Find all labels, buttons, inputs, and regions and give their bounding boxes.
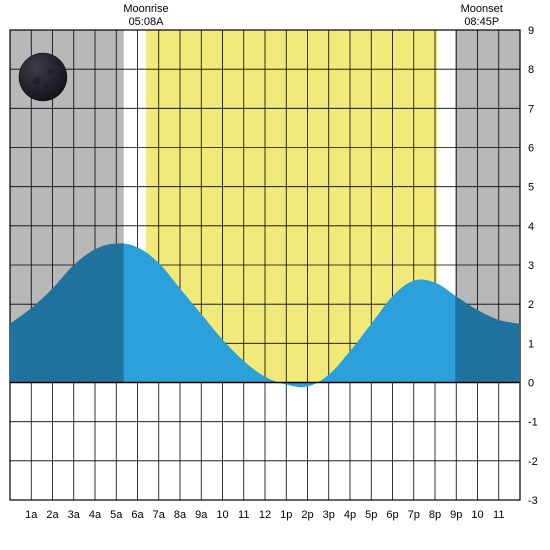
x-tick-label: 2p (301, 509, 313, 521)
y-tick-label: -1 (528, 417, 538, 429)
y-tick-label: 8 (528, 64, 534, 76)
moon-icon (19, 53, 67, 101)
x-tick-label: 3a (68, 509, 81, 521)
y-tick-label: 5 (528, 182, 534, 194)
moonrise-label: Moonrise (123, 3, 168, 15)
x-tick-label: 1p (280, 509, 292, 521)
x-tick-label: 6p (386, 509, 398, 521)
y-tick-label: 3 (528, 260, 534, 272)
x-tick-label: 1a (25, 509, 38, 521)
x-tick-label: 11 (238, 509, 249, 521)
y-tick-label: 2 (528, 299, 534, 311)
x-tick-label: 7a (153, 509, 166, 521)
night-band (455, 30, 520, 383)
x-tick-label: 9a (195, 509, 208, 521)
moonset-label: Moonset (461, 3, 503, 15)
x-tick-label: 5p (365, 509, 377, 521)
moon-crater (47, 69, 53, 75)
x-tick-label: 2a (46, 509, 59, 521)
x-tick-label: 10 (216, 509, 228, 521)
y-tick-label: -3 (528, 495, 538, 507)
x-tick-label: 7p (408, 509, 420, 521)
moon-crater (33, 77, 41, 85)
y-tick-label: 9 (528, 25, 534, 37)
x-tick-label: 6a (131, 509, 144, 521)
x-tick-label: 9p (450, 509, 462, 521)
x-tick-label: 10 (471, 509, 483, 521)
x-tick-label: 4p (344, 509, 356, 521)
x-tick-label: 8a (174, 509, 187, 521)
y-tick-label: -2 (528, 456, 538, 468)
x-tick-label: 11 (493, 509, 504, 521)
x-tick-label: 8p (429, 509, 441, 521)
y-tick-label: 7 (528, 103, 534, 115)
moonset-time: 08:45P (464, 16, 499, 28)
y-tick-label: 4 (528, 221, 534, 233)
tide-moon-chart: -3-2-101234567891a2a3a4a5a6a7a8a9a101112… (0, 0, 550, 550)
x-tick-label: 3p (323, 509, 335, 521)
chart-svg: -3-2-101234567891a2a3a4a5a6a7a8a9a101112… (0, 0, 550, 550)
x-tick-label: 5a (110, 509, 123, 521)
y-tick-label: 0 (528, 378, 534, 390)
x-tick-label: 4a (89, 509, 102, 521)
x-tick-label: 12 (259, 509, 271, 521)
y-tick-label: 1 (528, 338, 534, 350)
moonrise-time: 05:08A (129, 16, 165, 28)
y-tick-label: 6 (528, 143, 534, 155)
moon-crater (43, 84, 48, 89)
